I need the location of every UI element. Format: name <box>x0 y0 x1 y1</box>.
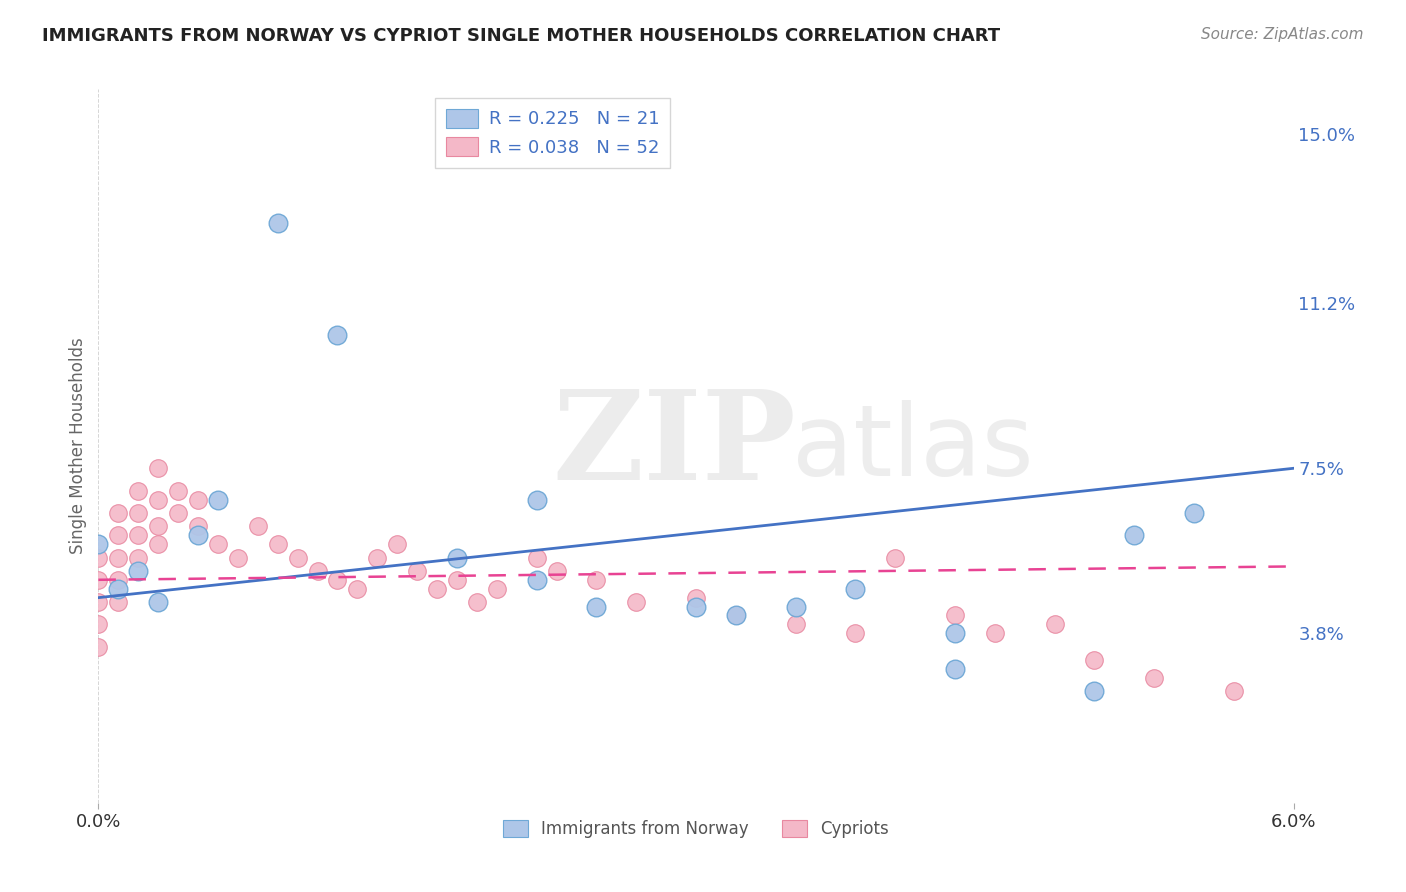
Point <box>1123 528 1146 542</box>
Point <box>626 595 648 609</box>
Text: ZIP: ZIP <box>553 385 796 507</box>
Point <box>1083 653 1105 667</box>
Point <box>87 595 110 609</box>
Y-axis label: Single Mother Households: Single Mother Households <box>69 338 87 554</box>
Point <box>446 573 468 587</box>
Point <box>167 483 190 498</box>
Point <box>226 550 249 565</box>
Point <box>1043 617 1066 632</box>
Point <box>187 492 209 507</box>
Point <box>844 582 866 596</box>
Point <box>724 608 747 623</box>
Point <box>87 573 110 587</box>
Point <box>127 506 149 520</box>
Point <box>148 519 170 533</box>
Point <box>585 599 607 614</box>
Point <box>465 595 488 609</box>
Point <box>267 216 290 230</box>
Point <box>87 537 110 551</box>
Point <box>526 573 548 587</box>
Point <box>485 582 508 596</box>
Legend: Immigrants from Norway, Cypriots: Immigrants from Norway, Cypriots <box>496 813 896 845</box>
Point <box>685 591 707 605</box>
Point <box>148 492 170 507</box>
Point <box>685 599 707 614</box>
Point <box>984 626 1007 640</box>
Point <box>526 492 548 507</box>
Point <box>148 537 170 551</box>
Point <box>366 550 388 565</box>
Point <box>585 573 607 587</box>
Point <box>127 550 149 565</box>
Point <box>207 492 229 507</box>
Point <box>127 483 149 498</box>
Point <box>943 626 966 640</box>
Point <box>844 626 866 640</box>
Point <box>1182 506 1205 520</box>
Point <box>246 519 269 533</box>
Point <box>346 582 368 596</box>
Point <box>148 461 170 475</box>
Point <box>1083 684 1105 698</box>
Text: Source: ZipAtlas.com: Source: ZipAtlas.com <box>1201 27 1364 42</box>
Point <box>446 550 468 565</box>
Point <box>385 537 409 551</box>
Point <box>107 528 129 542</box>
Point <box>546 564 568 578</box>
Point <box>267 537 290 551</box>
Point <box>127 528 149 542</box>
Point <box>785 599 807 614</box>
Point <box>1143 671 1166 685</box>
Point <box>1223 684 1246 698</box>
Point <box>148 595 170 609</box>
Text: atlas: atlas <box>792 400 1033 497</box>
Point <box>207 537 229 551</box>
Point <box>187 528 209 542</box>
Point <box>406 564 429 578</box>
Point <box>526 550 548 565</box>
Point <box>785 617 807 632</box>
Point <box>724 608 747 623</box>
Point <box>107 506 129 520</box>
Point <box>326 573 349 587</box>
Point <box>127 564 149 578</box>
Point <box>307 564 329 578</box>
Point <box>107 595 129 609</box>
Point <box>107 550 129 565</box>
Point <box>187 519 209 533</box>
Point <box>87 617 110 632</box>
Point <box>167 506 190 520</box>
Point <box>107 582 129 596</box>
Point <box>87 640 110 654</box>
Point <box>884 550 907 565</box>
Point <box>326 327 349 342</box>
Point <box>87 550 110 565</box>
Point <box>943 662 966 676</box>
Point <box>107 573 129 587</box>
Point <box>943 608 966 623</box>
Text: IMMIGRANTS FROM NORWAY VS CYPRIOT SINGLE MOTHER HOUSEHOLDS CORRELATION CHART: IMMIGRANTS FROM NORWAY VS CYPRIOT SINGLE… <box>42 27 1000 45</box>
Point <box>287 550 309 565</box>
Point <box>426 582 449 596</box>
